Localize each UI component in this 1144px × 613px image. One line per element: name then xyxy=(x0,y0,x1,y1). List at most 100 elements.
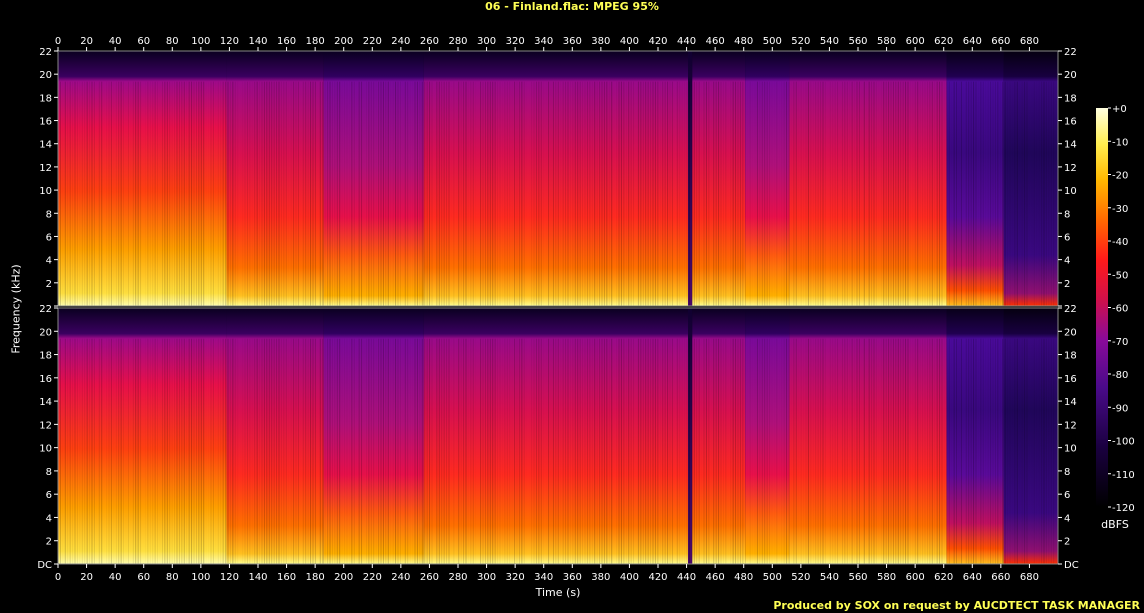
spectrum-section-low xyxy=(323,308,424,564)
colorbar-tick-label: -120 xyxy=(1112,503,1135,514)
y-tick: 20 20 xyxy=(39,70,1076,81)
x-tick-label: 120 xyxy=(220,36,239,47)
y-tick-label: 22 xyxy=(1064,47,1077,58)
x-tick: 100 100 xyxy=(191,36,210,583)
x-tick-label: 220 xyxy=(363,36,382,47)
x-tick-label: 100 xyxy=(191,36,210,47)
y-tick-label: 16 xyxy=(1064,374,1077,385)
x-tick-label: 60 xyxy=(137,572,150,583)
x-tick-label: 400 xyxy=(620,572,639,583)
x-tick: 460 460 xyxy=(706,36,725,583)
y-tick: 20 20 xyxy=(39,327,1076,338)
spectrum-section-dropout xyxy=(688,51,693,306)
y-tick-label: 14 xyxy=(39,140,52,151)
x-tick-label: 120 xyxy=(220,572,239,583)
colorbar-tick-label: -30 xyxy=(1112,204,1128,215)
x-axis-label: Time (s) xyxy=(535,586,581,599)
y-tick: 12 12 xyxy=(39,163,1076,174)
y-tick-label: 14 xyxy=(1064,140,1077,151)
x-tick-label: 580 xyxy=(877,572,896,583)
x-tick-label: 480 xyxy=(734,572,753,583)
colorbar-gradient xyxy=(1096,108,1108,507)
x-tick-label: 500 xyxy=(763,36,782,47)
y-tick-label: 2 xyxy=(1064,279,1070,290)
y-tick: DC DC xyxy=(37,560,1078,571)
y-tick-label: 12 xyxy=(39,163,52,174)
x-tick-label: 160 xyxy=(277,572,296,583)
x-tick-label: 360 xyxy=(563,36,582,47)
x-tick-label: 600 xyxy=(906,36,925,47)
x-tick: 380 380 xyxy=(591,36,610,583)
colorbar-tick-label: -20 xyxy=(1112,171,1128,182)
y-tick-label: 18 xyxy=(39,351,52,362)
colorbar-tick: -10 xyxy=(1108,137,1128,148)
x-tick-label: 500 xyxy=(763,572,782,583)
x-tick: 340 340 xyxy=(534,36,553,583)
x-tick-label: 180 xyxy=(306,572,325,583)
colorbar-tick-label: -70 xyxy=(1112,337,1128,348)
x-tick: 640 640 xyxy=(963,36,982,583)
x-tick-label: 200 xyxy=(334,36,353,47)
colorbar-tick: -30 xyxy=(1108,204,1128,215)
x-tick-label: 40 xyxy=(109,36,122,47)
colorbar-tick-label: +0 xyxy=(1112,104,1127,115)
y-tick-label: 20 xyxy=(39,327,52,338)
colorbar-tick: -70 xyxy=(1108,337,1128,348)
y-tick: 18 18 xyxy=(39,93,1076,104)
x-tick-label: 580 xyxy=(877,36,896,47)
colorbar-tick: -120 xyxy=(1108,503,1135,514)
y-tick-label: DC xyxy=(1064,560,1079,571)
y-tick-label: 2 xyxy=(46,537,52,548)
spectrum-section-low xyxy=(745,51,790,306)
x-tick-label: 320 xyxy=(506,36,525,47)
x-tick: 160 160 xyxy=(277,36,296,583)
x-tick: 500 500 xyxy=(763,36,782,583)
x-tick: 400 400 xyxy=(620,36,639,583)
x-tick-label: 680 xyxy=(1020,36,1039,47)
x-tick-label: 300 xyxy=(477,572,496,583)
y-tick: 10 10 xyxy=(39,444,1076,455)
colorbar-tick-label: -40 xyxy=(1112,237,1128,248)
x-tick: 140 140 xyxy=(248,36,267,583)
x-tick-label: 560 xyxy=(848,572,867,583)
x-tick-label: 200 xyxy=(334,572,353,583)
panel-border xyxy=(57,50,1059,307)
y-tick-label: 6 xyxy=(1064,490,1070,501)
x-tick-label: 520 xyxy=(791,36,810,47)
x-tick-label: 180 xyxy=(306,36,325,47)
footer-credit: Produced by SOX on request by AUCDTECT T… xyxy=(773,599,1140,612)
x-tick-label: 240 xyxy=(391,36,410,47)
x-tick: 420 420 xyxy=(648,36,667,583)
x-tick: 680 680 xyxy=(1020,36,1039,583)
y-tick-label: 6 xyxy=(46,490,52,501)
x-tick: 80 80 xyxy=(166,36,179,583)
y-tick: 14 14 xyxy=(39,140,1076,151)
x-tick: 580 580 xyxy=(877,36,896,583)
y-tick-label: 4 xyxy=(1064,513,1070,524)
x-tick-label: 400 xyxy=(620,36,639,47)
x-tick: 240 240 xyxy=(391,36,410,583)
colorbar-label: dBFS xyxy=(1101,518,1129,531)
y-tick-label: 6 xyxy=(46,232,52,243)
x-tick-label: 380 xyxy=(591,572,610,583)
y-tick-label: 2 xyxy=(1064,537,1070,548)
x-tick: 600 600 xyxy=(906,36,925,583)
y-tick-label: 2 xyxy=(46,279,52,290)
y-tick-label: 8 xyxy=(46,209,52,220)
x-tick: 40 40 xyxy=(109,36,122,583)
x-tick: 300 300 xyxy=(477,36,496,583)
spectrum-section-medium xyxy=(423,51,688,306)
x-tick-label: 420 xyxy=(648,36,667,47)
colorbar-tick: -80 xyxy=(1108,370,1128,381)
y-tick-label: 18 xyxy=(1064,93,1077,104)
y-axis-label: Frequency (kHz) xyxy=(9,264,23,354)
x-tick-label: 660 xyxy=(991,36,1010,47)
x-tick-label: 600 xyxy=(906,572,925,583)
